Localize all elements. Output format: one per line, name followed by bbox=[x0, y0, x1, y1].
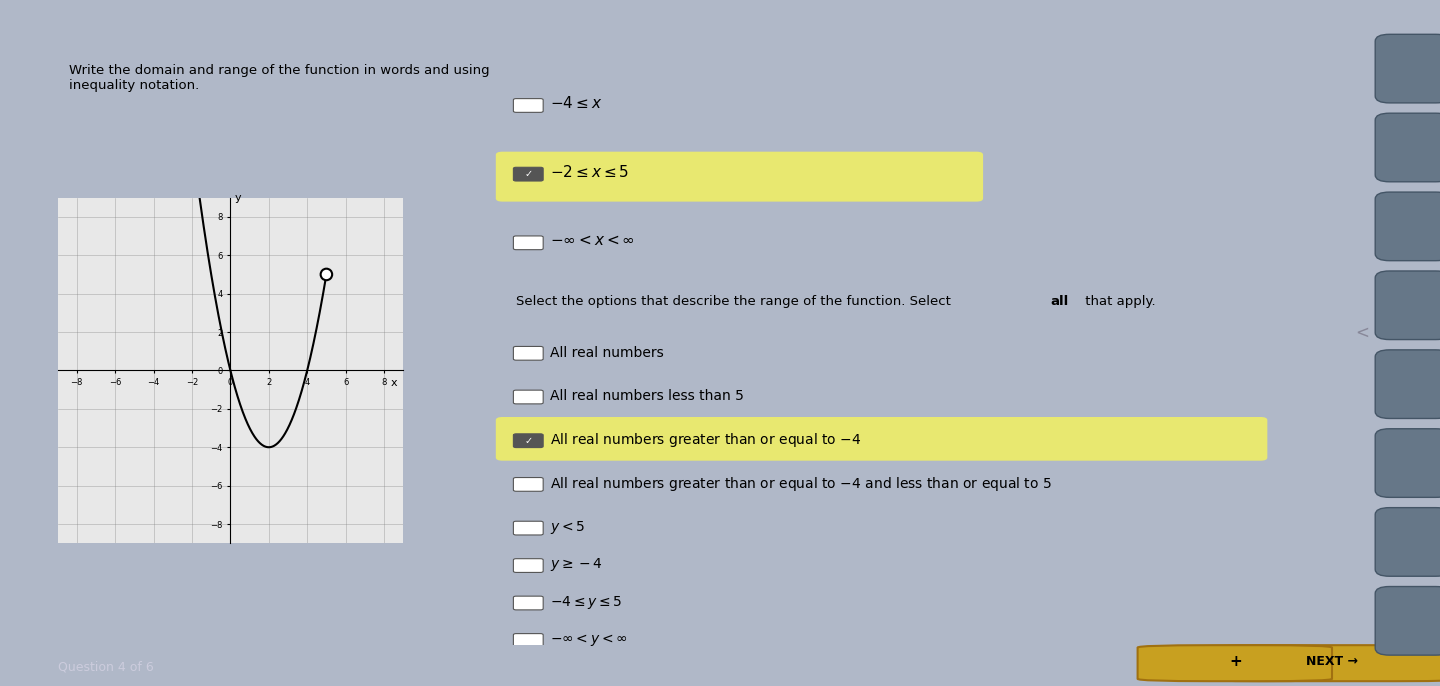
FancyBboxPatch shape bbox=[495, 152, 984, 202]
Text: All real numbers greater than or equal to $-4$ and less than or equal to 5: All real numbers greater than or equal t… bbox=[550, 475, 1051, 493]
Text: NEXT →: NEXT → bbox=[1306, 656, 1358, 668]
Text: All real numbers: All real numbers bbox=[550, 346, 664, 359]
FancyBboxPatch shape bbox=[514, 99, 543, 113]
FancyBboxPatch shape bbox=[495, 417, 1267, 461]
Text: $-\infty < y < \infty$: $-\infty < y < \infty$ bbox=[550, 632, 628, 648]
FancyBboxPatch shape bbox=[1138, 645, 1332, 681]
Text: all: all bbox=[1051, 295, 1068, 308]
FancyBboxPatch shape bbox=[1195, 645, 1440, 681]
Text: <: < bbox=[1355, 324, 1369, 342]
Text: Write the domain and range of the function in words and using
inequality notatio: Write the domain and range of the functi… bbox=[69, 64, 490, 93]
FancyBboxPatch shape bbox=[514, 434, 543, 447]
Text: $-\infty < x < \infty$: $-\infty < x < \infty$ bbox=[550, 233, 635, 248]
FancyBboxPatch shape bbox=[514, 167, 543, 181]
FancyBboxPatch shape bbox=[514, 521, 543, 535]
Text: x: x bbox=[390, 378, 397, 388]
Text: $-2 \leq x \leq 5$: $-2 \leq x \leq 5$ bbox=[550, 164, 629, 180]
Text: Select the options that describe the range of the function. Select: Select the options that describe the ran… bbox=[516, 295, 955, 308]
Text: ✓: ✓ bbox=[524, 436, 533, 446]
Circle shape bbox=[321, 269, 333, 280]
Text: $-4 \leq x$: $-4 \leq x$ bbox=[550, 95, 602, 111]
FancyBboxPatch shape bbox=[514, 346, 543, 360]
Text: +: + bbox=[1230, 654, 1241, 670]
Text: Question 4 of 6: Question 4 of 6 bbox=[58, 661, 153, 673]
Text: y: y bbox=[235, 193, 242, 204]
Text: $y \geq -4$: $y \geq -4$ bbox=[550, 556, 602, 573]
FancyBboxPatch shape bbox=[514, 596, 543, 610]
FancyBboxPatch shape bbox=[514, 634, 543, 648]
FancyBboxPatch shape bbox=[514, 477, 543, 491]
FancyBboxPatch shape bbox=[514, 558, 543, 572]
Text: that apply.: that apply. bbox=[1080, 295, 1155, 308]
FancyBboxPatch shape bbox=[514, 390, 543, 404]
Text: $-4 \leq y \leq 5$: $-4 \leq y \leq 5$ bbox=[550, 594, 622, 611]
Text: ✓: ✓ bbox=[524, 169, 533, 179]
FancyBboxPatch shape bbox=[514, 236, 543, 250]
Text: $y < 5$: $y < 5$ bbox=[550, 519, 585, 536]
Text: All real numbers greater than or equal to $-4$: All real numbers greater than or equal t… bbox=[550, 431, 861, 449]
Text: All real numbers less than 5: All real numbers less than 5 bbox=[550, 390, 744, 403]
